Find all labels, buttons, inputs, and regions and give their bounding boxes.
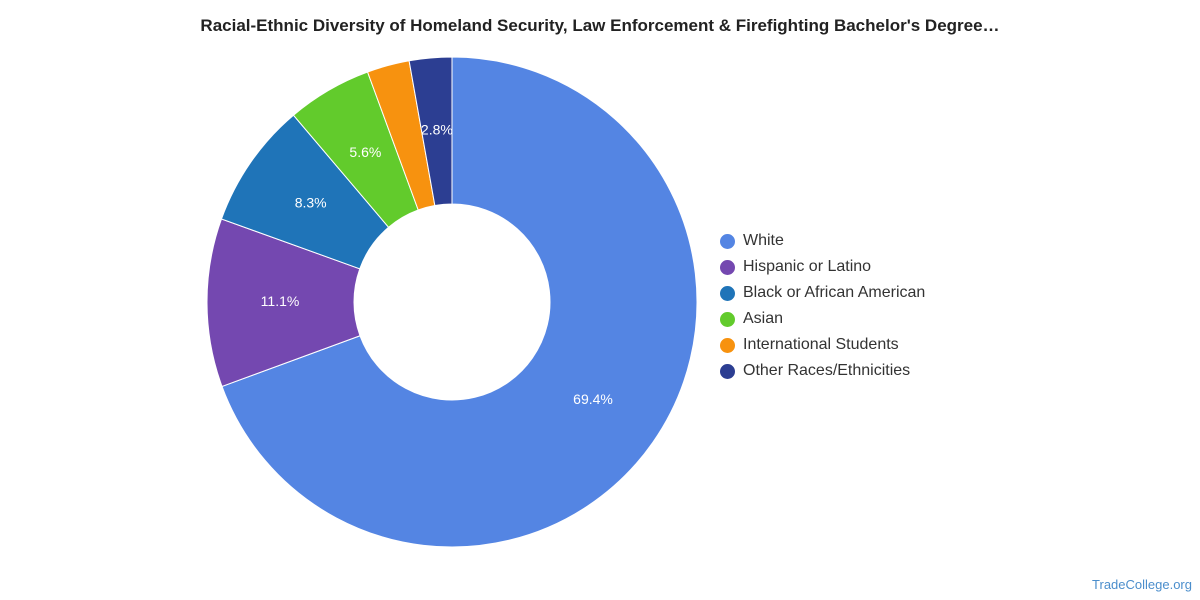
- legend-label: Hispanic or Latino: [743, 258, 872, 275]
- slice-hispanic-or-latino[interactable]: [206, 218, 361, 388]
- chart-title: Racial-Ethnic Diversity of Homeland Secu…: [200, 16, 1000, 35]
- slice-label-asian: 5.6%: [349, 144, 381, 160]
- legend-label: White: [743, 232, 784, 249]
- legend-label: Asian: [743, 310, 784, 327]
- slice-white[interactable]: [221, 56, 698, 548]
- slice-labels: 69.4% 11.1% 8.3% 5.6% 2.8%: [261, 121, 613, 407]
- slice-label-hispanic-or-latino: 11.1%: [261, 293, 300, 309]
- legend-item-other-races-ethnicities[interactable]: Other Races/Ethnicities: [720, 358, 925, 384]
- source-credit[interactable]: TradeCollege.org: [1092, 577, 1192, 592]
- slice-label-other-races-ethnicities: 2.8%: [421, 121, 453, 137]
- legend-marker: [720, 233, 735, 249]
- legend-marker: [720, 311, 735, 327]
- slice-other-races-ethnicities[interactable]: [408, 56, 453, 207]
- legend-label: International Students: [743, 336, 899, 353]
- legend-marker: [720, 259, 735, 275]
- legend-item-international-students[interactable]: International Students: [720, 332, 925, 358]
- legend-marker: [720, 337, 735, 353]
- legend-item-white[interactable]: White: [720, 228, 925, 254]
- chart-legend: White Hispanic or Latino Black or African …: [720, 228, 925, 384]
- legend-item-hispanic-or-latino[interactable]: Hispanic or Latino: [720, 254, 925, 280]
- legend-item-black-or-african-american[interactable]: Black or African American: [720, 280, 925, 306]
- legend-label: Black or African American: [743, 284, 926, 301]
- legend-item-asian[interactable]: Asian: [720, 306, 925, 332]
- legend-marker: [720, 363, 735, 379]
- legend-marker: [720, 285, 735, 301]
- donut-slices: [206, 56, 698, 548]
- slice-label-white: 69.4%: [573, 391, 613, 407]
- slice-label-black-or-african-american: 8.3%: [295, 195, 327, 211]
- legend-label: Other Races/Ethnicities: [743, 362, 911, 379]
